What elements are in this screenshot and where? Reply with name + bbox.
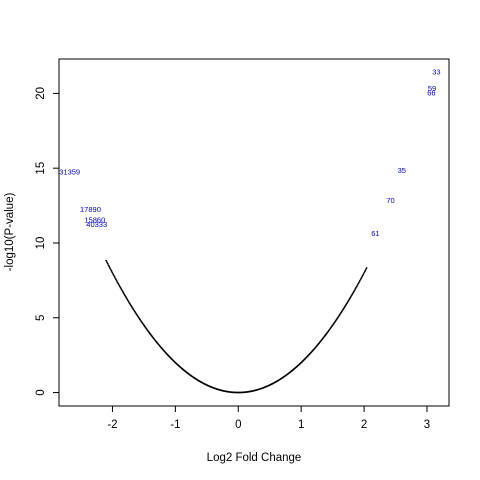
point-label: 33 — [432, 67, 440, 76]
data-point — [357, 282, 360, 285]
data-point — [355, 286, 357, 289]
x-tick-label: 1 — [298, 419, 304, 431]
y-axis: 0 5 10 15 20 — [35, 87, 60, 396]
data-point — [115, 278, 117, 281]
y-tick-label: 5 — [35, 315, 47, 321]
y-tick-label: 20 — [35, 87, 47, 100]
data-point — [365, 267, 368, 269]
data-point — [364, 268, 367, 271]
data-point — [360, 277, 363, 279]
y-tick-label: 10 — [35, 237, 47, 250]
y-axis-label: -log10(P-value) — [4, 193, 16, 272]
data-point — [111, 271, 114, 274]
data-point — [358, 279, 361, 282]
data-point — [107, 264, 110, 267]
data-point — [109, 267, 111, 269]
data-point — [121, 290, 124, 293]
data-point — [105, 259, 108, 262]
point-label: 31359 — [59, 168, 80, 177]
data-points — [105, 259, 368, 394]
x-tick-label: 0 — [235, 419, 241, 431]
data-point — [116, 281, 119, 284]
data-point — [117, 282, 120, 285]
x-axis-label: Log2 Fold Change — [207, 452, 302, 464]
x-tick-label: -1 — [170, 419, 180, 431]
point-label: 17890 — [80, 205, 101, 214]
data-point — [351, 293, 354, 296]
data-point — [120, 288, 123, 290]
data-point — [118, 285, 121, 288]
data-point — [119, 286, 122, 289]
data-point — [361, 275, 363, 278]
data-point — [354, 288, 357, 290]
y-tick-label: 0 — [35, 389, 47, 395]
data-point — [112, 274, 115, 277]
data-point — [363, 271, 366, 274]
data-point — [114, 277, 117, 279]
data-point — [122, 292, 125, 294]
data-point — [115, 279, 118, 282]
x-axis: -2 -1 0 1 2 3 — [107, 405, 430, 431]
data-point — [352, 292, 354, 294]
data-point — [356, 284, 359, 286]
data-point — [353, 289, 356, 292]
point-label: 70 — [386, 196, 394, 205]
data-point — [108, 265, 111, 268]
data-point — [118, 284, 120, 286]
data-point — [364, 270, 366, 272]
data-point — [358, 281, 360, 284]
data-point — [359, 278, 362, 281]
data-point — [362, 272, 365, 275]
point-label: 61 — [371, 229, 379, 238]
data-point — [352, 290, 355, 293]
x-tick-label: 3 — [424, 419, 430, 431]
data-point — [109, 268, 112, 271]
plot-frame — [58, 58, 450, 407]
data-point — [113, 275, 116, 278]
point-label: 40333 — [86, 220, 107, 229]
point-label: 59 — [428, 84, 436, 93]
x-tick-label: -2 — [107, 419, 117, 431]
x-tick-label: 2 — [361, 419, 367, 431]
data-point — [106, 262, 109, 265]
data-point — [110, 270, 113, 272]
data-point — [355, 285, 358, 288]
y-tick-label: 15 — [35, 162, 47, 175]
data-point — [121, 289, 123, 292]
data-point — [112, 272, 114, 275]
data-point — [106, 261, 108, 264]
point-label: 15860 — [84, 216, 105, 225]
point-label: 66 — [427, 88, 435, 97]
point-label: 35 — [398, 166, 406, 175]
data-point — [361, 274, 364, 277]
